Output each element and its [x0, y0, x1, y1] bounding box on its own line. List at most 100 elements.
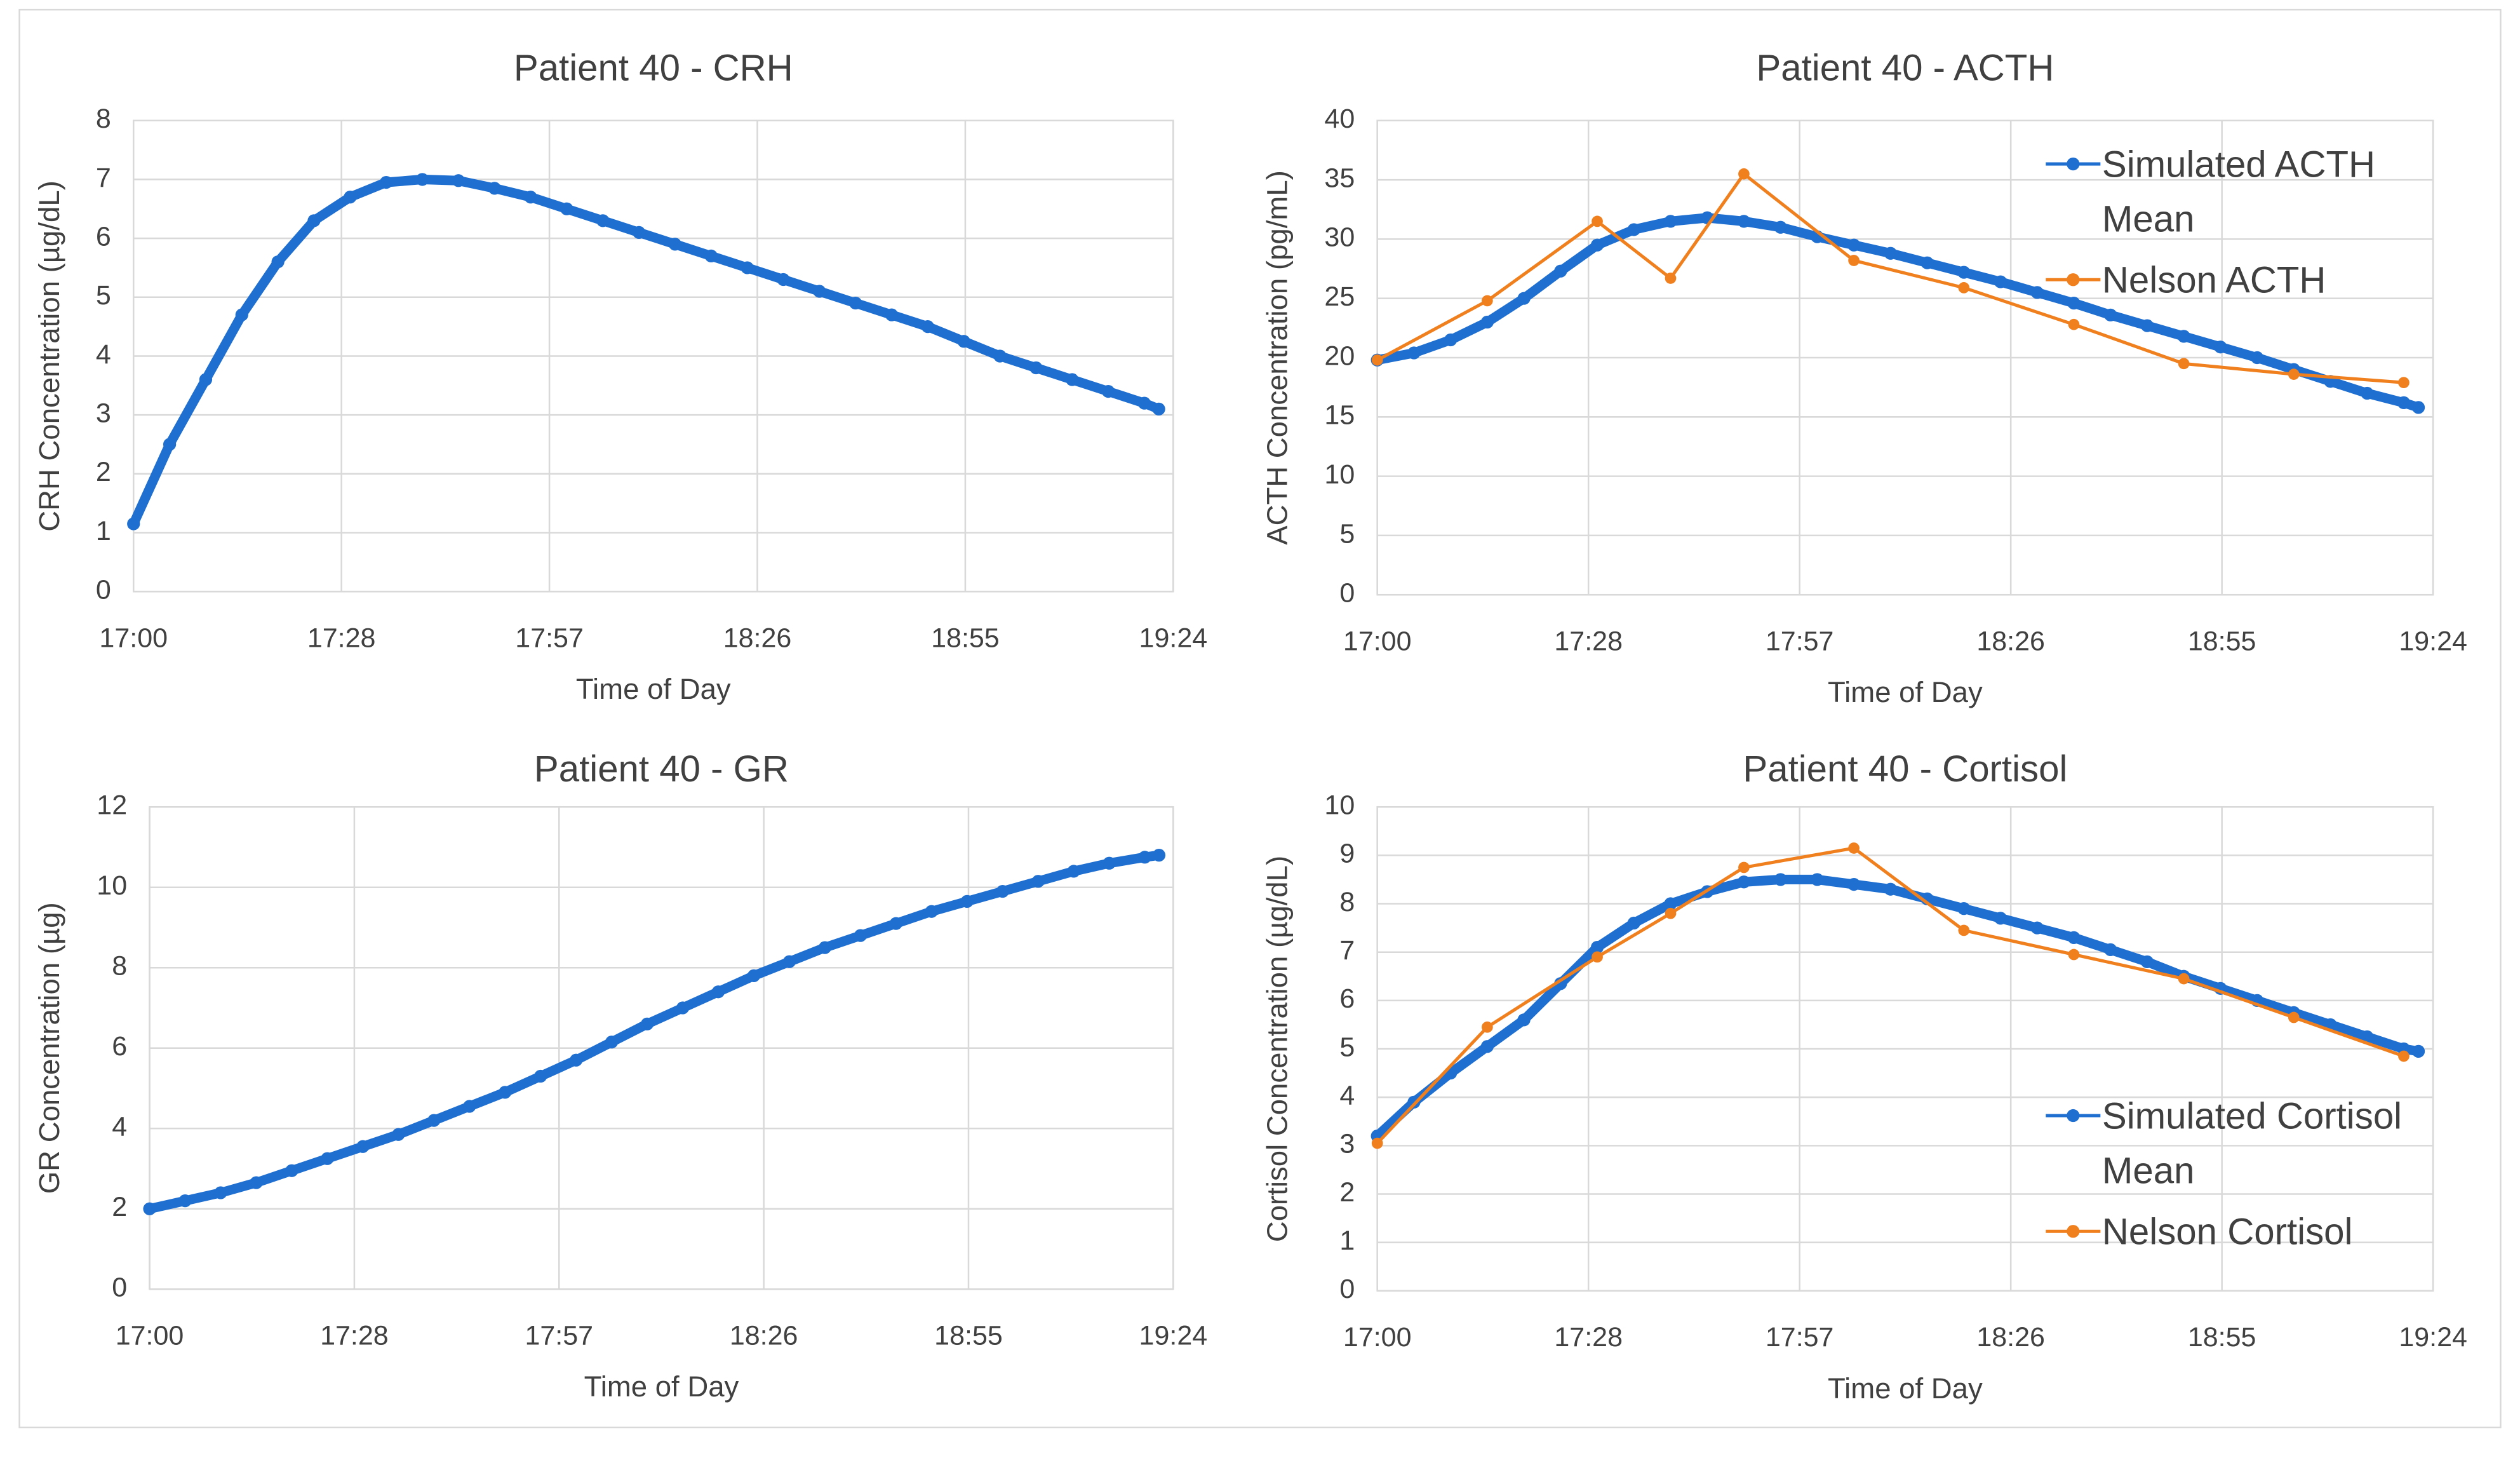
data-point	[1958, 924, 1970, 936]
data-point	[1774, 220, 1787, 234]
y-tick-label: 6	[112, 1031, 127, 1062]
data-point	[1554, 264, 1567, 278]
data-point	[524, 191, 537, 204]
legend-label: Nelson ACTH	[2101, 259, 2326, 301]
data-point	[1994, 275, 2007, 288]
data-point	[1371, 1137, 1383, 1149]
legend-entry: Nelson ACTH	[2044, 252, 2423, 307]
data-point	[676, 1001, 690, 1015]
data-point	[1480, 1040, 1494, 1053]
data-point	[854, 929, 867, 942]
x-tick-label: 17:00	[1343, 1322, 1412, 1353]
data-point	[1884, 882, 1897, 896]
data-point	[1957, 902, 1971, 915]
y-tick-label: 10	[97, 870, 127, 901]
legend-swatch	[2046, 157, 2101, 171]
legend-box: Simulated ACTH Mean Nelson ACTH	[2044, 137, 2423, 307]
data-point	[1517, 292, 1531, 305]
data-point	[1664, 215, 1677, 228]
y-tick-label: 6	[1339, 983, 1355, 1014]
x-tick-label: 17:00	[1343, 626, 1412, 656]
legend-swatch	[2046, 1225, 2101, 1238]
x-tick-label: 18:26	[1976, 626, 2045, 656]
data-point	[2030, 286, 2044, 299]
data-point	[2361, 386, 2374, 400]
y-tick-label: 2	[96, 457, 111, 487]
chart-title: Patient 40 - GR	[534, 748, 789, 790]
y-tick-label: 3	[1339, 1129, 1355, 1159]
y-tick-label: 10	[1324, 790, 1355, 821]
data-point	[711, 985, 725, 999]
data-point	[1444, 333, 1458, 347]
y-tick-label: 25	[1324, 281, 1355, 312]
data-point	[1665, 907, 1677, 919]
series-line	[1372, 874, 2423, 1141]
data-point	[560, 202, 573, 215]
data-point	[1138, 851, 1151, 864]
chart-title: Patient 40 - Cortisol	[1743, 748, 2067, 790]
legend: Simulated ACTH Mean Nelson ACTH	[2044, 137, 2423, 307]
y-tick-label: 9	[1339, 839, 1355, 869]
data-point	[2411, 401, 2425, 414]
x-tick-label: 17:57	[525, 1321, 593, 1351]
data-point	[570, 1053, 583, 1067]
data-point	[632, 226, 646, 239]
x-tick-label: 17:28	[1554, 1322, 1623, 1353]
data-point	[1031, 875, 1045, 888]
legend-marker	[2067, 157, 2080, 171]
data-point	[427, 1114, 441, 1127]
data-point	[488, 182, 501, 195]
data-point	[1517, 1013, 1531, 1027]
x-axis-label: Time of Day	[576, 673, 731, 705]
data-point	[127, 517, 140, 530]
data-point	[235, 308, 248, 321]
data-point	[2361, 1030, 2374, 1044]
data-point	[1884, 246, 1897, 260]
data-point	[1994, 912, 2007, 925]
data-point	[1480, 315, 1494, 329]
y-tick-label: 30	[1324, 222, 1355, 253]
data-point	[2214, 341, 2227, 354]
data-point	[2140, 319, 2154, 332]
y-tick-label: 5	[1339, 1032, 1355, 1062]
data-point	[1482, 1021, 1493, 1033]
data-point	[2411, 1044, 2425, 1058]
data-point	[2397, 396, 2411, 410]
y-tick-label: 0	[1339, 1274, 1355, 1304]
data-point	[2068, 318, 2080, 330]
data-point	[2250, 351, 2264, 365]
y-tick-label: 7	[1339, 935, 1355, 966]
frame	[18, 8, 2502, 1429]
data-point	[2177, 330, 2190, 343]
data-point	[704, 249, 718, 263]
x-tick-label: 18:55	[2188, 626, 2256, 656]
data-point	[885, 308, 899, 321]
x-tick-label: 17:28	[307, 623, 376, 653]
y-axis-label: Cortisol Concentration (µg/dL)	[1261, 856, 1293, 1242]
data-point	[1067, 865, 1080, 878]
legend-entry: Nelson Cortisol	[2044, 1204, 2423, 1259]
data-point	[356, 1140, 370, 1153]
data-point	[178, 1194, 192, 1208]
x-tick-label: 18:26	[1976, 1322, 2045, 1353]
data-point	[534, 1069, 547, 1083]
x-tick-label: 18:26	[723, 623, 792, 653]
data-point	[415, 173, 429, 186]
data-point	[889, 917, 902, 930]
legend-label: Simulated Cortisol Mean	[2101, 1095, 2403, 1191]
data-point	[1152, 849, 1166, 862]
data-point	[2288, 1011, 2300, 1023]
legend-box: Simulated Cortisol Mean Nelson Cortisol	[2044, 1088, 2423, 1259]
data-point	[1152, 402, 1165, 415]
y-tick-label: 4	[1339, 1081, 1355, 1111]
y-tick-label: 3	[96, 398, 111, 428]
y-tick-label: 10	[1324, 459, 1355, 490]
data-point	[747, 969, 761, 983]
data-point	[1811, 873, 1824, 886]
data-point	[2398, 1050, 2409, 1062]
x-tick-label: 19:24	[2399, 1322, 2467, 1353]
y-tick-label: 5	[96, 280, 111, 311]
y-axis-label: GR Concentration (µg)	[33, 902, 65, 1194]
data-point	[1848, 842, 1860, 854]
